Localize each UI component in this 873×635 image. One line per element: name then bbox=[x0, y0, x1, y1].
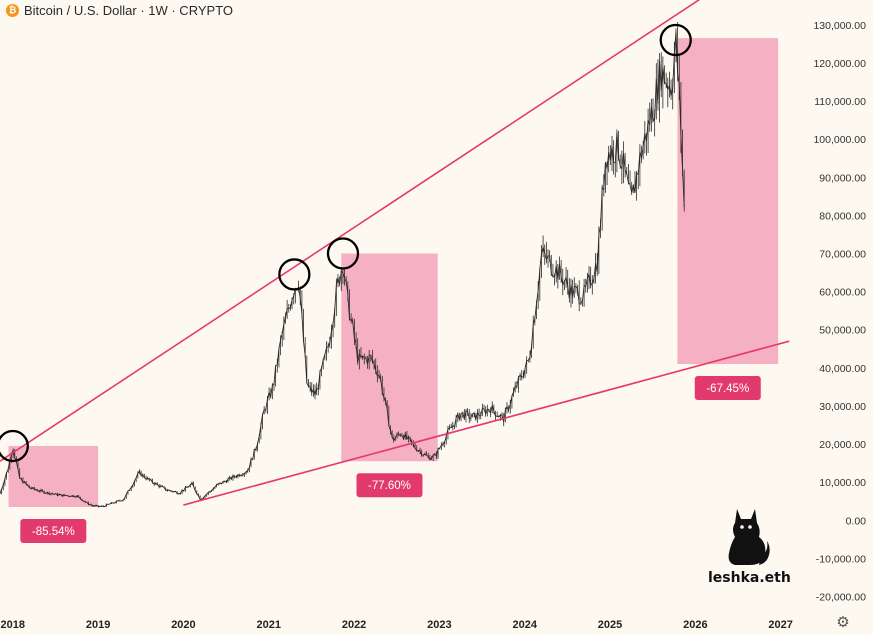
peak-marker bbox=[278, 258, 311, 291]
drawdown-zone bbox=[341, 253, 438, 462]
y-tick-label: 20,000.00 bbox=[819, 439, 866, 451]
y-tick-label: 30,000.00 bbox=[819, 401, 866, 413]
y-tick-label: 130,000.00 bbox=[813, 20, 866, 32]
drawdown-zones bbox=[8, 38, 779, 507]
x-tick-label: 2025 bbox=[598, 619, 622, 631]
y-tick-label: 0.00 bbox=[846, 515, 867, 527]
x-tick-label: 2022 bbox=[342, 619, 366, 631]
upper-trendline bbox=[0, 0, 701, 462]
y-tick-label: 40,000.00 bbox=[819, 363, 866, 375]
x-tick-label: 2026 bbox=[683, 619, 707, 631]
drawdown-badge-label: -67.45% bbox=[706, 383, 749, 395]
chart-header: ₿ Bitcoin / U.S. Dollar · 1W · CRYPTO bbox=[6, 2, 233, 18]
drawdown-badge-label: -85.54% bbox=[32, 526, 75, 538]
gear-icon[interactable]: ⚙ bbox=[836, 614, 850, 631]
x-tick-label: 2020 bbox=[171, 619, 195, 631]
bitcoin-icon: ₿ bbox=[6, 3, 19, 17]
axes: 130,000.00 120,000.00 110,000.00 100,000.00… bbox=[1, 20, 867, 631]
y-tick-label: 80,000.00 bbox=[819, 210, 866, 222]
chart-title: Bitcoin / U.S. Dollar · 1W · CRYPTO bbox=[24, 2, 234, 18]
y-tick-label: 110,000.00 bbox=[814, 96, 866, 108]
x-tick-label: 2024 bbox=[512, 619, 537, 631]
drawdown-badge bbox=[20, 518, 87, 543]
x-tick-label: 2019 bbox=[86, 619, 110, 631]
y-tick-label: 60,000.00 bbox=[819, 287, 866, 299]
drawdown-zone bbox=[677, 38, 779, 365]
drawdown-badge bbox=[356, 473, 423, 498]
peak-marker bbox=[0, 429, 29, 463]
x-tick-label: 2021 bbox=[257, 619, 281, 631]
y-tick-label: 10,000.00 bbox=[819, 477, 866, 489]
x-tick-label: 2027 bbox=[768, 619, 792, 631]
x-tick-label: 2018 bbox=[1, 619, 25, 631]
peak-marker bbox=[659, 23, 692, 57]
y-tick-label: -10,000.00 bbox=[816, 553, 866, 565]
peak-marker bbox=[326, 237, 360, 270]
price-series bbox=[0, 22, 685, 508]
watermark: leshka.eth bbox=[708, 505, 791, 586]
cat-silhouette-icon bbox=[728, 509, 770, 565]
watermark-text: leshka.eth bbox=[708, 570, 791, 586]
drawdown-badge-label: -77.60% bbox=[368, 480, 411, 492]
y-tick-label: 90,000.00 bbox=[819, 172, 866, 184]
trendlines bbox=[0, 0, 790, 506]
y-tick-label: -20,000.00 bbox=[816, 592, 866, 604]
drawdown-badge bbox=[694, 376, 761, 401]
peak-markers bbox=[0, 23, 692, 463]
price-line bbox=[0, 31, 685, 508]
drawdown-zone bbox=[8, 445, 99, 507]
y-tick-label: 70,000.00 bbox=[819, 248, 866, 260]
drawdown-badges: -85.54% -77.60% -67.45% bbox=[20, 376, 761, 543]
y-tick-label: 120,000.00 bbox=[813, 58, 866, 70]
x-tick-label: 2023 bbox=[427, 619, 451, 631]
y-tick-label: 50,000.00 bbox=[819, 325, 866, 337]
lower-trendline bbox=[183, 340, 790, 506]
y-tick-label: 100,000.00 bbox=[813, 134, 866, 146]
